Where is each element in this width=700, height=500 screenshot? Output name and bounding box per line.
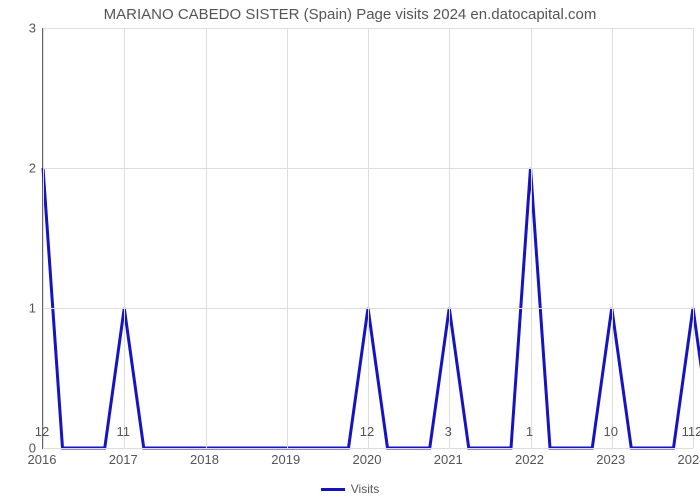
x-tick-label: 2021 bbox=[434, 452, 463, 467]
x-tick-label: 2024 bbox=[678, 452, 700, 467]
y-tick-label: 3 bbox=[6, 21, 36, 36]
gridline-v bbox=[43, 28, 44, 448]
data-point-label: 12 bbox=[360, 424, 374, 439]
gridline-v bbox=[693, 28, 694, 448]
legend-swatch bbox=[321, 488, 345, 491]
x-tick-label: 2020 bbox=[353, 452, 382, 467]
chart-title: MARIANO CABEDO SISTER (Spain) Page visit… bbox=[0, 6, 700, 23]
x-tick-label: 2019 bbox=[271, 452, 300, 467]
gridline-v bbox=[449, 28, 450, 448]
gridline-v bbox=[612, 28, 613, 448]
chart-container: MARIANO CABEDO SISTER (Spain) Page visit… bbox=[0, 0, 700, 500]
plot-area bbox=[42, 28, 693, 449]
x-tick-label: 2017 bbox=[109, 452, 138, 467]
data-point-label: 12 bbox=[35, 424, 49, 439]
x-tick-label: 2018 bbox=[190, 452, 219, 467]
y-tick-label: 1 bbox=[6, 301, 36, 316]
gridline-v bbox=[531, 28, 532, 448]
x-tick-label: 2023 bbox=[596, 452, 625, 467]
legend: Visits bbox=[0, 481, 700, 496]
gridline-v bbox=[287, 28, 288, 448]
y-tick-label: 2 bbox=[6, 161, 36, 176]
data-point-label: 10 bbox=[604, 424, 618, 439]
gridline-v bbox=[124, 28, 125, 448]
x-tick-label: 2016 bbox=[28, 452, 57, 467]
gridline-v bbox=[368, 28, 369, 448]
gridline-v bbox=[206, 28, 207, 448]
x-tick-label: 2022 bbox=[515, 452, 544, 467]
gridline-h bbox=[43, 448, 693, 449]
data-point-label: 11 bbox=[117, 424, 131, 439]
data-point-label: 1 bbox=[526, 424, 533, 439]
data-point-label: 3 bbox=[445, 424, 452, 439]
data-point-label: 112 bbox=[682, 424, 700, 439]
legend-label: Visits bbox=[351, 482, 379, 496]
